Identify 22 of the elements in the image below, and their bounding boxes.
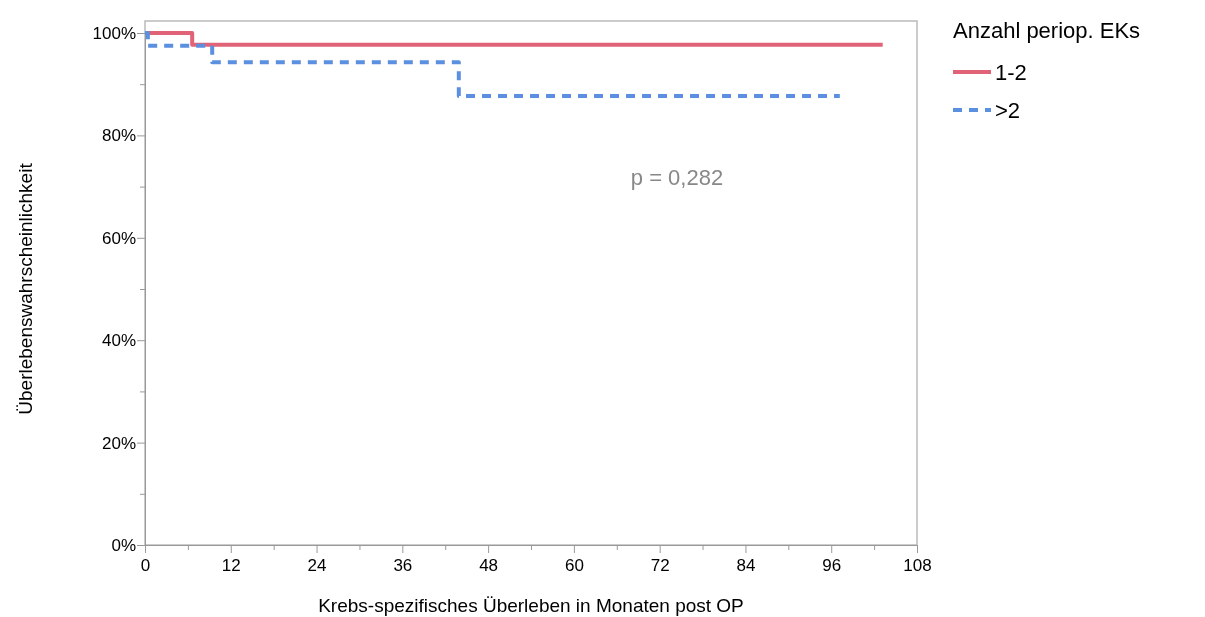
x-axis-title: Krebs-spezifisches Überleben in Monaten post OP — [318, 595, 744, 616]
y-tick-label: 40% — [101, 331, 136, 351]
y-tick-label: 60% — [101, 228, 136, 248]
x-tick-label: 24 — [307, 556, 327, 575]
y-tick-label: 20% — [101, 433, 136, 453]
legend-label: 1-2 — [995, 60, 1027, 85]
legend-label: >2 — [995, 98, 1021, 123]
x-tick-label: 96 — [822, 556, 842, 575]
x-tick-label: 60 — [564, 556, 584, 575]
x-tick-label: 12 — [221, 556, 241, 575]
x-tick-label: 0 — [140, 556, 151, 575]
legend-title: Anzahl periop. EKs — [953, 18, 1141, 43]
y-tick-label: 100% — [92, 23, 136, 43]
annotation: p = 0,282 — [630, 165, 724, 190]
y-axis-title: Überlebenswahrscheinlichkeit — [15, 162, 36, 415]
y-tick-label: 0% — [111, 535, 136, 555]
x-tick-label: 36 — [393, 556, 413, 575]
x-tick-label: 108 — [903, 556, 932, 575]
x-tick-label: 48 — [479, 556, 499, 575]
x-tick-label: 84 — [736, 556, 756, 575]
x-tick-label: 72 — [650, 556, 670, 575]
y-tick-label: 80% — [101, 126, 136, 146]
